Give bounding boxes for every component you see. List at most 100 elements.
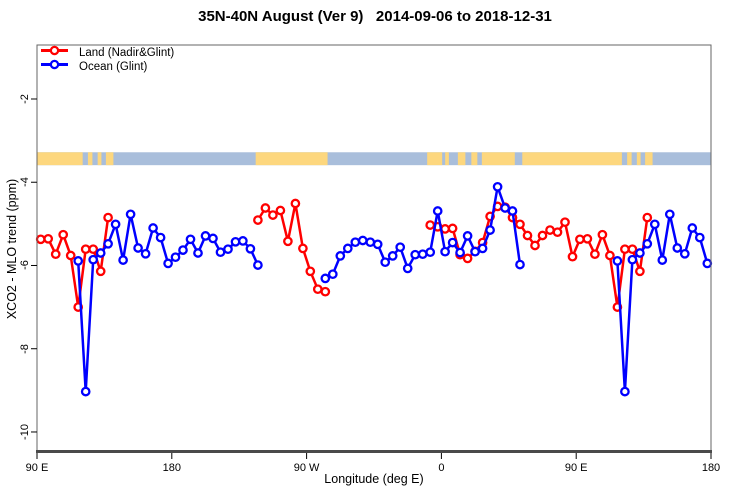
chart-title: 35N-40N August (Ver 9) 2014-09-06 to 201… [198, 8, 552, 25]
data-point [193, 248, 203, 258]
legend-label-ocean: Ocean (Glint) [79, 61, 148, 73]
data-point [590, 249, 600, 260]
data-point [567, 251, 578, 262]
data-point [462, 231, 473, 241]
data-point [260, 203, 271, 213]
data-point [268, 210, 278, 220]
data-point [50, 249, 61, 260]
data-point [245, 243, 256, 254]
x-tick-label: 90 E [25, 462, 49, 474]
legend-label-land: Land (Nadir&Glint) [79, 47, 175, 59]
data-point [440, 246, 450, 257]
data-point [687, 223, 698, 233]
data-point [620, 386, 630, 397]
data-point [223, 244, 233, 255]
x-tick-label: 180 [701, 462, 721, 474]
data-point [507, 206, 518, 216]
y-tick-label: -10 [19, 424, 31, 440]
map-band-land-segment [255, 152, 328, 166]
data-point [477, 243, 488, 254]
data-point [372, 239, 383, 250]
x-tick-label: 0 [438, 462, 445, 474]
data-point [380, 257, 391, 268]
data-point [163, 258, 173, 269]
legend-item-land: Land (Nadir&Glint) [40, 44, 175, 62]
data-point [575, 234, 585, 245]
data-point [545, 225, 555, 235]
series-line [256, 202, 326, 293]
data-point [80, 244, 91, 255]
data-point [649, 219, 660, 230]
data-point [537, 230, 548, 241]
ocean-series-marker-icon [40, 58, 70, 76]
data-point [320, 273, 331, 284]
data-point [103, 212, 113, 223]
data-point [597, 229, 608, 240]
data-point [425, 247, 436, 258]
data-point [425, 220, 436, 230]
map-band-land-segment [427, 152, 443, 166]
data-point [387, 251, 398, 261]
data-point [95, 266, 106, 277]
data-point [208, 233, 218, 244]
x-tick-label: 90 E [564, 462, 588, 474]
map-band-land-segment [445, 152, 449, 166]
x-tick-label: 180 [162, 462, 181, 474]
data-point [402, 263, 413, 274]
data-point [230, 236, 241, 247]
data-point [582, 233, 593, 244]
data-point [298, 243, 308, 254]
data-point [88, 244, 99, 255]
data-point [170, 252, 181, 263]
data-point [238, 236, 248, 246]
data-point [642, 238, 653, 249]
map-band-land-segment [37, 152, 83, 166]
data-point [417, 249, 428, 260]
data-point [148, 223, 158, 233]
map-band-land-segment [522, 152, 622, 166]
data-point [320, 286, 331, 297]
data-point [635, 266, 645, 277]
data-point [470, 246, 480, 257]
data-point [612, 256, 623, 266]
data-point [58, 229, 69, 240]
data-point [530, 240, 540, 251]
data-point [664, 209, 675, 220]
y-tick-label: -2 [19, 94, 31, 104]
data-point [305, 266, 316, 277]
data-point [178, 245, 188, 255]
data-point [290, 198, 301, 209]
series-line [616, 213, 709, 393]
data-point [395, 242, 406, 253]
data-point [627, 254, 638, 265]
data-point [275, 205, 286, 216]
data-point [133, 243, 143, 253]
land-series-marker-icon [40, 44, 70, 62]
data-point [515, 259, 525, 270]
legend-item-ocean: Ocean (Glint) [40, 58, 148, 76]
data-point [515, 219, 525, 230]
data-point [657, 255, 668, 265]
data-point [627, 244, 638, 255]
map-band-land-segment [471, 152, 478, 166]
data-point [522, 230, 533, 241]
data-point [95, 248, 106, 258]
data-point [342, 243, 353, 254]
data-point [65, 250, 76, 261]
map-band-land-segment [627, 152, 632, 166]
data-point [80, 386, 91, 397]
data-point [253, 260, 263, 270]
y-axis-title: XCO2 - MLO trend (ppm) [5, 178, 19, 320]
data-point [432, 206, 443, 216]
data-point [185, 234, 196, 245]
data-point [672, 243, 683, 253]
data-point [350, 237, 361, 248]
data-point [605, 250, 615, 261]
y-tick-label: -8 [19, 343, 31, 354]
data-point [702, 258, 713, 269]
data-point [635, 248, 645, 258]
data-point [455, 247, 465, 258]
y-tick-label: -4 [19, 177, 31, 188]
map-band-land-segment [636, 152, 641, 166]
